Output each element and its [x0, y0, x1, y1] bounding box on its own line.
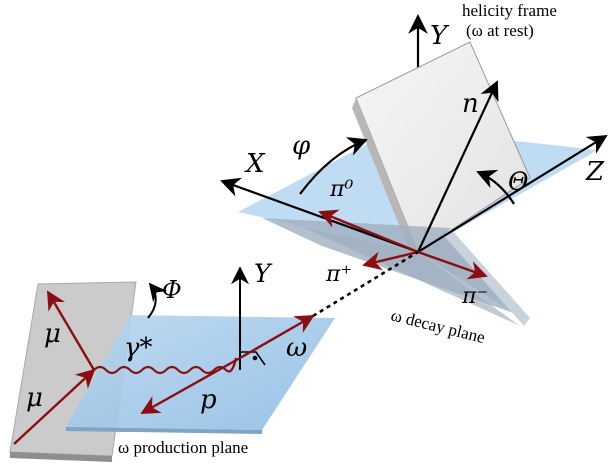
- frame-title: helicity frame: [462, 1, 557, 20]
- n-vector: [417, 80, 499, 253]
- pi0-label: π⁰: [329, 177, 353, 202]
- phi-label: φ: [292, 131, 311, 161]
- n-label: n: [462, 89, 479, 119]
- theta-label: Θ: [508, 167, 529, 196]
- photon-label: γ*: [124, 333, 153, 363]
- mu-lower-label: μ: [26, 383, 43, 413]
- x-label: X: [244, 149, 266, 179]
- mu-upper-label: μ: [44, 319, 61, 349]
- production-plane-rim: [66, 427, 262, 434]
- right-angle-mark: [240, 351, 266, 366]
- y-production-label: Y: [254, 259, 273, 288]
- Phi-label: Φ: [162, 276, 182, 304]
- pi-plus-arrow: [362, 250, 419, 271]
- normal-dot: [252, 355, 258, 361]
- lepton-plane-edge: [10, 452, 112, 462]
- omega-label: ω: [286, 333, 307, 363]
- mu-incoming-arrow: [13, 368, 96, 445]
- decay-plane-label: ω decay plane: [389, 305, 487, 347]
- frame-subtitle: (ω at rest): [466, 21, 534, 40]
- y-frame-label: Y: [430, 21, 450, 51]
- pi-minus-arrow: [417, 250, 488, 280]
- mu-outgoing-arrow: [46, 290, 96, 371]
- omega-arrow: [239, 314, 315, 360]
- pi-plus-label: π⁺: [325, 262, 352, 287]
- Phi-arc: [147, 282, 168, 319]
- production-plane-label: ω production plane: [118, 438, 248, 457]
- pi0-arrow: [318, 209, 419, 254]
- production-plane: [66, 315, 335, 430]
- decay-plane-body: [262, 218, 528, 318]
- z-label: Z: [585, 157, 605, 187]
- z-axis: [417, 134, 608, 253]
- photon-line: [93, 357, 238, 375]
- pi-minus-label: π⁻: [461, 284, 488, 309]
- theta-arc: [476, 169, 515, 205]
- proton-label: p: [200, 385, 217, 415]
- phi-arc: [299, 137, 368, 195]
- white-plane-edge: [352, 98, 418, 262]
